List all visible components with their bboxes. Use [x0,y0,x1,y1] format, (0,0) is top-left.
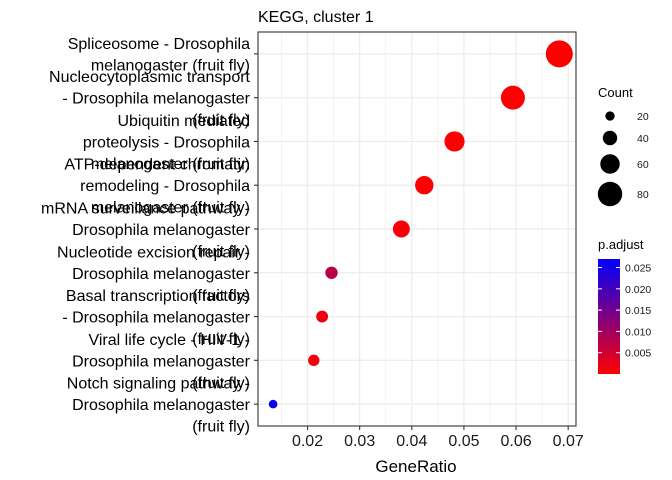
data-point [392,220,410,238]
data-point [308,354,320,367]
size-legend-key [597,181,623,207]
y-tick-label: Spliceosome - Drosophila melanogaster (fr… [68,36,250,74]
size-legend-title: Count [598,85,633,100]
size-legend-key [602,130,618,146]
data-point [268,399,278,409]
y-tick-label: Basal transcription factors - Drosophila … [62,288,250,348]
x-tick-label: 0.05 [448,433,479,450]
data-point [316,310,329,323]
size-legend-key [605,111,615,121]
y-tick-label: Nucleotide excision repair -Drosophila m… [57,244,251,304]
x-tick-label: 0.07 [553,433,584,450]
color-legend-label: 0.005 [625,348,651,360]
x-tick-label: 0.03 [344,433,375,450]
chart-title: KEGG, cluster 1 [258,9,374,26]
color-legend-title: p.adjust [598,237,644,252]
x-axis-title: GeneRatio [375,457,456,476]
color-legend-label: 0.020 [625,284,651,296]
x-tick-label: 0.06 [500,433,531,450]
color-legend: p.adjust 0.025 0.020 0.015 0.010 0.005 [598,237,651,374]
size-legend-label: 80 [637,189,649,201]
y-tick-label: Viral life cycle - HIV-1 -Drosophila mel… [72,332,251,392]
color-legend-label: 0.015 [625,305,651,317]
size-legend-label: 60 [637,159,649,171]
data-point [325,266,338,279]
plot-grid [258,32,576,426]
x-tick-label: 0.02 [292,433,323,450]
y-tick-label: ATP-dependent chromatin remodeling - Dros… [64,157,250,217]
size-legend-key [600,154,620,174]
data-point [415,176,434,195]
x-tick-label: 0.04 [396,433,427,450]
plot-points [268,40,573,409]
data-point [500,85,525,110]
size-legend-label: 40 [637,133,649,145]
size-legend-label: 20 [637,111,649,123]
color-legend-bar [598,259,620,374]
color-legend-label: 0.025 [625,263,651,275]
size-legend: Count 20 40 60 80 [597,85,649,207]
y-axis: Spliceosome - Drosophila melanogaster (fr… [41,36,258,436]
data-point [545,40,573,68]
y-tick-label: Nucleocytoplasmic transport - Drosophila … [49,69,251,129]
y-tick-label: mRNA surveillance pathway -Drosophila me… [41,201,251,261]
data-point [444,131,465,152]
color-legend-label: 0.010 [625,326,651,338]
y-tick-label: Notch signaling pathway -Drosophila mela… [67,376,251,436]
y-tick-label: Ubiquitin mediated proteolysis - Drosophi… [83,113,250,173]
x-axis: 0.02 0.03 0.04 0.05 0.06 0.07 [292,426,584,450]
